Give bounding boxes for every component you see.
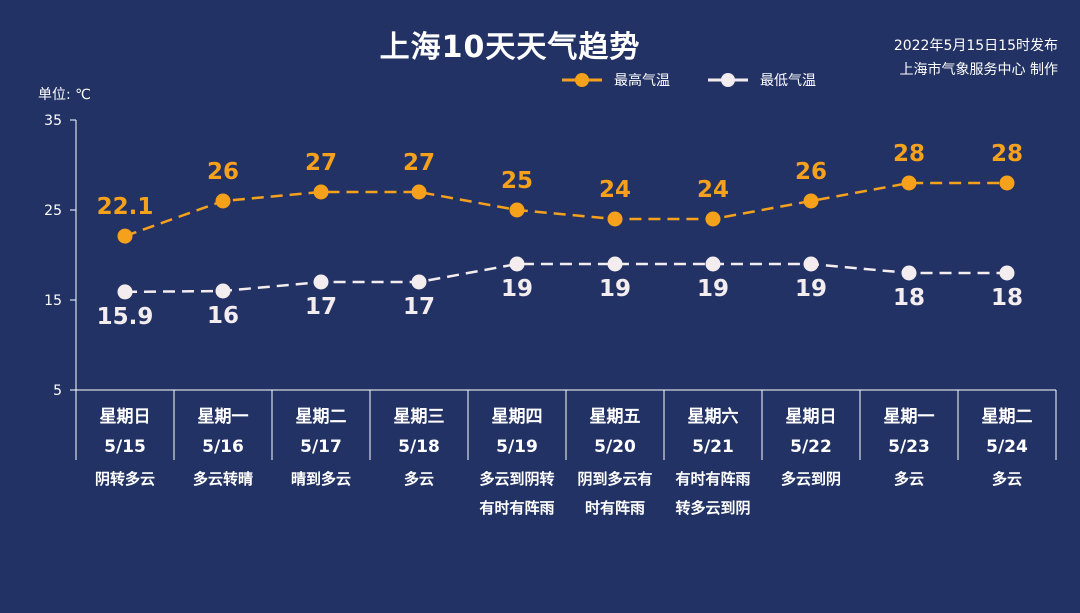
day-weather-label: 晴到多云 (291, 470, 351, 488)
legend-item-high[interactable]: 最高气温 (560, 70, 670, 90)
data-point-low (411, 274, 427, 290)
data-label-high: 28 (991, 141, 1023, 167)
data-point-low (117, 284, 133, 300)
data-label-low: 19 (501, 276, 533, 302)
data-label-low: 19 (599, 276, 631, 302)
data-point-low (999, 265, 1015, 281)
data-point-high (117, 228, 133, 244)
data-point-low (313, 274, 329, 290)
day-date-label: 5/18 (398, 437, 440, 457)
day-weather-label: 阴转多云 (95, 470, 155, 488)
day-date-label: 5/17 (300, 437, 342, 457)
series-line-high (124, 181, 1007, 238)
publisher: 上海市气象服务中心 制作 (899, 62, 1058, 78)
day-weather-label: 阴到多云有 (577, 470, 652, 488)
day-weekday-label: 星期日 (786, 407, 837, 427)
day-date-label: 5/23 (888, 437, 930, 457)
legend-low-line-icon (708, 73, 748, 87)
day-date-label: 5/24 (986, 437, 1028, 457)
data-label-low: 19 (697, 276, 729, 302)
data-label-high: 24 (599, 177, 631, 203)
publish-time: 2022年5月15日15时发布 (893, 38, 1058, 54)
day-date-label: 5/21 (692, 437, 734, 457)
legend-item-low[interactable]: 最低气温 (706, 70, 816, 90)
legend-high-label: 最高气温 (614, 73, 670, 89)
day-weather-label: 转多云到阴 (675, 499, 750, 517)
data-label-high: 24 (697, 177, 729, 203)
day-date-label: 5/19 (496, 437, 538, 457)
data-point-high (901, 175, 917, 191)
series-line-low (124, 262, 1007, 294)
data-point-high (607, 211, 623, 227)
data-label-low: 16 (207, 303, 239, 329)
unit-label: 单位: ℃ (38, 87, 91, 103)
data-point-low (215, 283, 231, 299)
day-weekday-label: 星期六 (688, 406, 739, 427)
data-point-low (607, 256, 623, 272)
data-point-high (411, 184, 427, 200)
data-point-low (509, 256, 525, 272)
data-point-low (901, 265, 917, 281)
data-label-low: 17 (403, 294, 435, 320)
day-date-label: 5/15 (104, 437, 146, 457)
day-weather-label: 多云到阴转 (479, 470, 554, 488)
day-weather-label: 多云 (992, 470, 1022, 488)
day-weather-label: 多云到阴 (781, 470, 841, 488)
publish-info: 2022年5月15日15时发布 上海市气象服务中心 制作 (894, 34, 1058, 82)
day-weekday-label: 星期四 (492, 407, 543, 427)
data-label-low: 18 (893, 285, 925, 311)
day-weather-label: 多云转晴 (193, 470, 253, 488)
data-label-high: 27 (403, 150, 435, 176)
chart-legend: 最高气温 最低气温 (560, 70, 816, 90)
data-point-high (313, 184, 329, 200)
data-label-high: 25 (501, 168, 533, 194)
y-tick-label: 35 (44, 113, 62, 129)
legend-low-label: 最低气温 (760, 73, 816, 89)
data-label-high: 26 (207, 159, 239, 185)
data-point-high (509, 202, 525, 218)
y-tick-label: 15 (44, 293, 62, 309)
day-date-label: 5/16 (202, 437, 244, 457)
day-weekday-label: 星期二 (982, 407, 1033, 427)
day-weather-label: 多云 (404, 470, 434, 488)
day-weekday-label: 星期一 (884, 407, 935, 427)
data-label-low: 19 (795, 276, 827, 302)
data-point-low (705, 256, 721, 272)
day-weekday-label: 星期五 (590, 407, 641, 427)
data-point-low (803, 256, 819, 272)
data-label-high: 22.1 (97, 194, 154, 220)
day-date-label: 5/22 (790, 437, 832, 457)
day-date-label: 5/20 (594, 437, 636, 457)
y-tick-label: 5 (53, 383, 62, 399)
data-label-high: 27 (305, 150, 337, 176)
data-label-high: 28 (893, 141, 925, 167)
page-title: 上海10天天气趋势 (379, 30, 641, 65)
data-label-low: 17 (305, 294, 337, 320)
day-weather-label: 有时有阵雨 (479, 499, 554, 517)
day-weather-label: 时有阵雨 (585, 499, 645, 517)
day-weekday-label: 星期二 (296, 407, 347, 427)
day-weather-label: 有时有阵雨 (675, 470, 750, 488)
data-point-high (999, 175, 1015, 191)
data-label-high: 26 (795, 159, 827, 185)
day-weekday-label: 星期日 (100, 407, 151, 427)
day-weekday-label: 星期一 (198, 407, 249, 427)
data-point-high (705, 211, 721, 227)
data-label-low: 15.9 (97, 304, 154, 330)
legend-high-line-icon (562, 73, 602, 87)
day-weather-label: 多云 (894, 470, 924, 488)
y-tick-label: 25 (44, 203, 62, 219)
data-point-high (803, 193, 819, 209)
data-point-high (215, 193, 231, 209)
day-weekday-label: 星期三 (394, 407, 445, 427)
data-label-low: 18 (991, 285, 1023, 311)
